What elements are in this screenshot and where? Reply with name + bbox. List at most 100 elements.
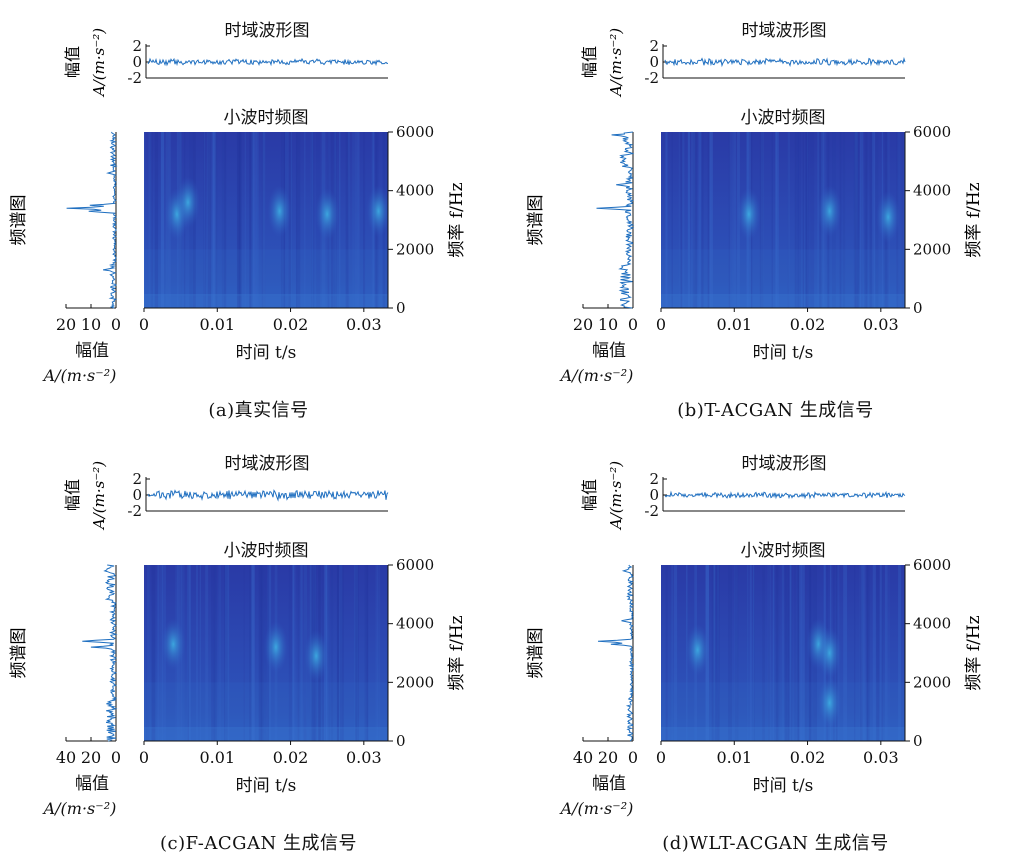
cwt-texture-stripe: [377, 565, 381, 741]
cwt-texture-stripe: [767, 565, 772, 741]
cwt-texture-stripe: [713, 565, 716, 741]
cwt-texture-stripe: [671, 565, 674, 741]
cwt-texture-stripe: [357, 132, 360, 308]
cwt-texture-stripe: [901, 132, 904, 308]
cwt-texture-stripe: [203, 132, 206, 308]
cwt-texture-stripe: [665, 565, 668, 741]
cwt-texture-stripe: [292, 565, 296, 741]
cwt-texture-stripe: [843, 565, 848, 741]
cwt-texture-stripe: [796, 565, 798, 741]
cwt-title: 小波时频图: [224, 108, 309, 128]
cwt-heatmap-texture: [661, 565, 905, 741]
cwt-texture-stripe: [733, 132, 737, 308]
cwt-texture-stripe: [354, 565, 359, 741]
cwt-texture-stripe: [717, 565, 719, 741]
cwt-texture-stripe: [709, 132, 714, 308]
cwt-texture-stripe: [310, 132, 315, 308]
cwt-texture-stripe: [251, 565, 256, 741]
time-waveform-ytick-label: 2: [132, 470, 142, 488]
time-waveform-ytick-label: -2: [127, 502, 142, 520]
cwt-texture-stripe: [860, 132, 864, 308]
time-tick-label: 0: [139, 748, 149, 767]
cwt-texture-stripe: [711, 565, 716, 741]
time-waveform-ylabel-name: 幅值: [580, 479, 599, 511]
time-tick-label: 0.03: [346, 315, 382, 334]
cwt-texture-stripe: [728, 565, 732, 741]
cwt-texture-stripe: [775, 132, 778, 308]
cwt-texture-stripe: [207, 132, 211, 308]
cwt-texture-stripe: [707, 132, 710, 308]
time-axis-label: 时间 t/s: [753, 776, 814, 796]
cwt-texture-stripe: [288, 565, 292, 741]
cwt-texture-stripe: [854, 565, 856, 741]
cwt-texture-stripe: [328, 565, 330, 741]
time-waveform-ytick-label: 0: [132, 53, 142, 71]
cwt-texture-stripe: [728, 132, 731, 308]
cwt-texture-stripe: [354, 565, 358, 741]
cwt-texture-stripe: [187, 565, 189, 741]
spectrum-line: [66, 131, 118, 309]
cwt-texture-stripe: [773, 565, 776, 741]
spectrum-tick-label: 0: [628, 748, 638, 767]
cwt-texture-stripe: [713, 565, 716, 741]
cwt-lowfreq-band: [144, 249, 388, 296]
cwt-texture-stripe: [801, 565, 805, 741]
time-waveform-title: 时域波形图: [225, 21, 310, 41]
cwt-texture-stripe: [251, 565, 255, 741]
cwt-heatmap-background: [661, 132, 905, 308]
cwt-lowfreq-band: [661, 249, 905, 296]
cwt-texture-stripe: [855, 132, 860, 308]
spectrum-label: 频谱图: [9, 628, 29, 679]
cwt-texture-stripe: [336, 565, 338, 741]
cwt-texture-stripe: [211, 565, 216, 741]
cwt-texture-stripe: [345, 132, 349, 308]
cwt-texture-stripe: [752, 565, 755, 741]
cwt-texture-stripe: [861, 565, 866, 741]
time-waveform-ytick-label: -2: [127, 69, 142, 87]
time-waveform-ytick-label: 0: [649, 486, 659, 504]
cwt-texture-stripe: [797, 565, 800, 741]
cwt-texture-stripe: [876, 565, 880, 741]
freq-tick-label: 0: [913, 732, 923, 750]
spectrum-tick-label: 20: [573, 315, 593, 334]
cwt-texture-stripe: [717, 565, 720, 741]
freq-axis-label: 频率 f/Hz: [447, 615, 467, 690]
time-waveform-line: [147, 57, 388, 67]
cwt-title: 小波时频图: [741, 541, 826, 561]
cwt-heatmap-texture: [144, 132, 388, 308]
time-waveform-ytick-label: 2: [649, 37, 659, 55]
time-waveform-ytick-label: 2: [132, 37, 142, 55]
cwt-texture-stripe: [903, 132, 905, 308]
cwt-texture-stripe: [775, 132, 779, 308]
cwt-texture-stripe: [301, 565, 304, 741]
cwt-bright-spot: [263, 621, 288, 674]
cwt-texture-stripe: [869, 132, 872, 308]
spectrum-tick-label: 0: [111, 315, 121, 334]
cwt-texture-stripe: [292, 565, 295, 741]
freq-tick-label: 0: [396, 732, 406, 750]
freq-tick-label: 6000: [913, 123, 951, 141]
cwt-texture-stripe: [215, 132, 218, 308]
cwt-bright-spot: [267, 185, 292, 238]
spectrum-xlabel-name: 幅值: [592, 341, 626, 361]
cwt-texture-stripe: [244, 132, 246, 308]
cwt-texture-stripe: [213, 565, 217, 741]
cwt-texture-stripe: [796, 132, 799, 308]
time-waveform-ylabel-name: 幅值: [63, 46, 82, 78]
cwt-texture-stripe: [236, 132, 241, 308]
cwt-bright-spot: [685, 624, 710, 677]
freq-tick-label: 4000: [396, 182, 434, 200]
cwt-texture-stripe: [775, 565, 780, 741]
spectrum-line: [596, 131, 635, 309]
freq-tick-label: 6000: [396, 556, 434, 574]
cwt-texture-stripe: [150, 132, 153, 308]
cwt-texture-stripe: [339, 132, 341, 308]
time-waveform-ytick-label: -2: [644, 502, 659, 520]
cwt-texture-stripe: [749, 565, 752, 741]
panel-caption-b: (b)T-ACGAN 生成信号: [677, 400, 874, 421]
cwt-bright-spot: [876, 191, 901, 244]
cwt-texture-stripe: [772, 565, 775, 741]
